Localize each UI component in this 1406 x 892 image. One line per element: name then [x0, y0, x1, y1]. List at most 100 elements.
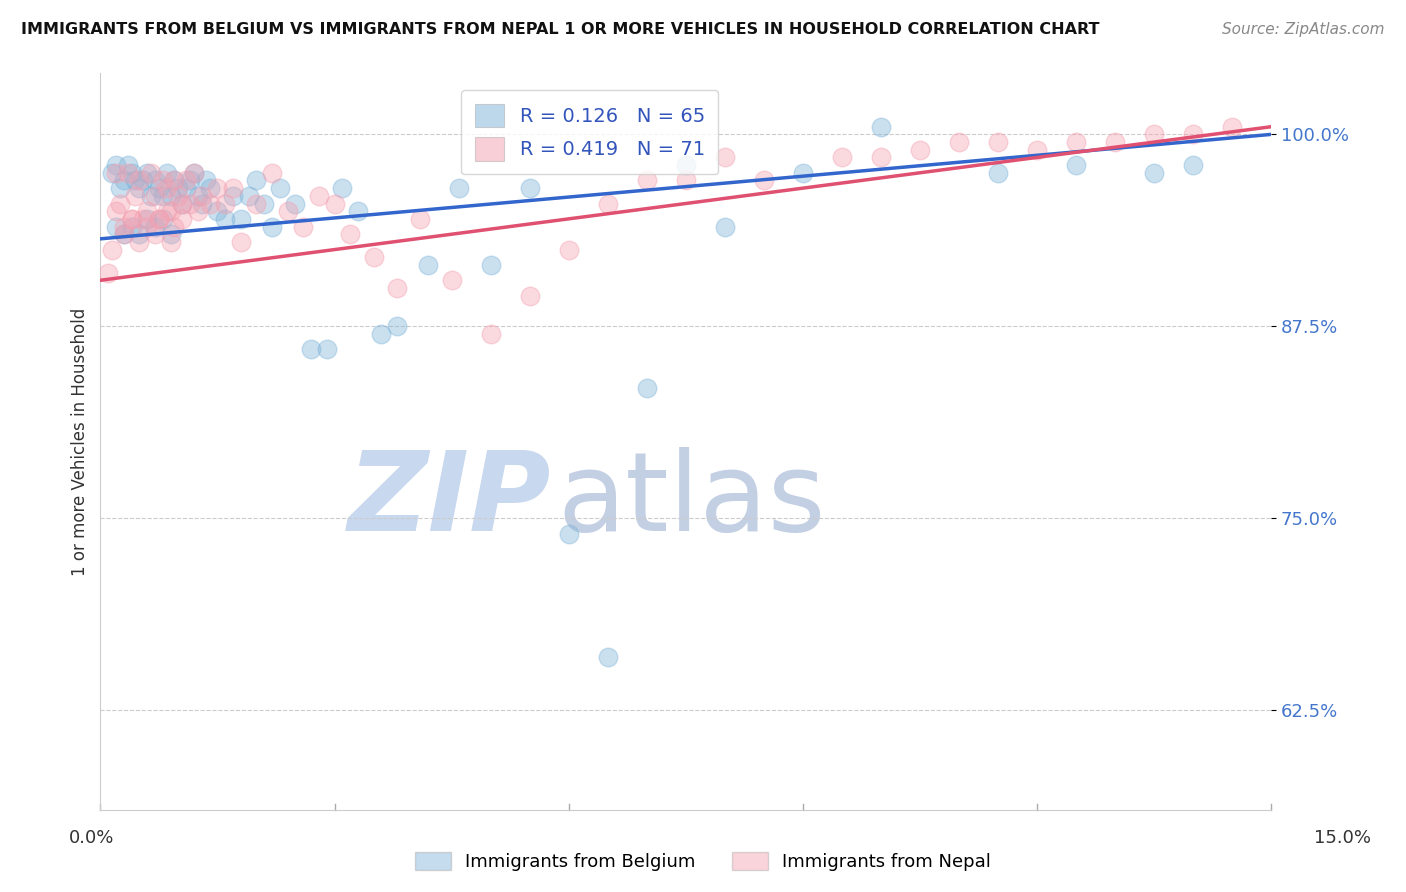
Point	[112, 219, 135, 234]
Point	[101, 243, 124, 257]
Point	[713, 219, 735, 234]
Point	[557, 526, 579, 541]
Point	[214, 196, 236, 211]
Point	[385, 281, 408, 295]
Point	[831, 151, 853, 165]
Point	[519, 288, 541, 302]
Point	[323, 196, 346, 211]
Point	[191, 196, 214, 211]
Point	[557, 243, 579, 257]
Point	[869, 151, 891, 165]
Point	[908, 143, 931, 157]
Point	[207, 181, 229, 195]
Point	[245, 196, 267, 211]
Y-axis label: 1 or more Vehicles in Household: 1 or more Vehicles in Household	[72, 308, 89, 575]
Point	[104, 204, 127, 219]
Point	[987, 166, 1010, 180]
Text: IMMIGRANTS FROM BELGIUM VS IMMIGRANTS FROM NEPAL 1 OR MORE VEHICLES IN HOUSEHOLD: IMMIGRANTS FROM BELGIUM VS IMMIGRANTS FR…	[21, 22, 1099, 37]
Point	[440, 273, 463, 287]
Point	[128, 181, 150, 195]
Point	[148, 211, 170, 226]
Point	[1182, 158, 1205, 172]
Point	[260, 166, 283, 180]
Point	[159, 189, 181, 203]
Point	[143, 189, 166, 203]
Point	[159, 204, 181, 219]
Point	[172, 196, 194, 211]
Point	[163, 173, 186, 187]
Point	[172, 196, 194, 211]
Point	[143, 227, 166, 242]
Point	[174, 181, 197, 195]
Point	[121, 219, 143, 234]
Point	[229, 211, 252, 226]
Point	[136, 219, 159, 234]
Point	[675, 173, 697, 187]
Point	[124, 173, 146, 187]
Point	[214, 211, 236, 226]
Point	[253, 196, 276, 211]
Point	[1220, 120, 1243, 134]
Point	[152, 189, 174, 203]
Point	[229, 235, 252, 249]
Point	[152, 173, 174, 187]
Point	[198, 181, 221, 195]
Text: Source: ZipAtlas.com: Source: ZipAtlas.com	[1222, 22, 1385, 37]
Point	[136, 166, 159, 180]
Point	[136, 211, 159, 226]
Point	[121, 166, 143, 180]
Point	[139, 189, 162, 203]
Point	[987, 135, 1010, 149]
Point	[117, 158, 139, 172]
Point	[269, 181, 291, 195]
Point	[148, 181, 170, 195]
Point	[479, 326, 502, 341]
Point	[97, 266, 120, 280]
Point	[104, 219, 127, 234]
Point	[636, 173, 658, 187]
Point	[167, 181, 190, 195]
Legend: Immigrants from Belgium, Immigrants from Nepal: Immigrants from Belgium, Immigrants from…	[408, 845, 998, 879]
Point	[112, 227, 135, 242]
Point	[183, 166, 205, 180]
Point	[117, 166, 139, 180]
Point	[143, 219, 166, 234]
Point	[449, 181, 471, 195]
Point	[121, 211, 143, 226]
Point	[1064, 158, 1087, 172]
Point	[198, 196, 221, 211]
Point	[179, 173, 201, 187]
Point	[183, 166, 205, 180]
Point	[136, 204, 159, 219]
Point	[159, 227, 181, 242]
Point	[108, 181, 131, 195]
Point	[191, 189, 214, 203]
Text: ZIP: ZIP	[347, 447, 551, 554]
Point	[156, 204, 179, 219]
Point	[156, 181, 179, 195]
Point	[636, 381, 658, 395]
Point	[596, 649, 619, 664]
Point	[238, 189, 260, 203]
Point	[121, 211, 143, 226]
Point	[163, 219, 186, 234]
Point	[104, 166, 127, 180]
Point	[101, 166, 124, 180]
Point	[315, 343, 337, 357]
Point	[292, 219, 315, 234]
Point	[479, 258, 502, 272]
Point	[675, 158, 697, 172]
Point	[1182, 128, 1205, 142]
Text: 15.0%: 15.0%	[1315, 829, 1371, 847]
Point	[132, 211, 155, 226]
Point	[152, 211, 174, 226]
Point	[143, 173, 166, 187]
Point	[163, 173, 186, 187]
Point	[187, 189, 209, 203]
Point	[284, 196, 307, 211]
Point	[245, 173, 267, 187]
Point	[277, 204, 299, 219]
Point	[187, 204, 209, 219]
Point	[385, 319, 408, 334]
Point	[104, 158, 127, 172]
